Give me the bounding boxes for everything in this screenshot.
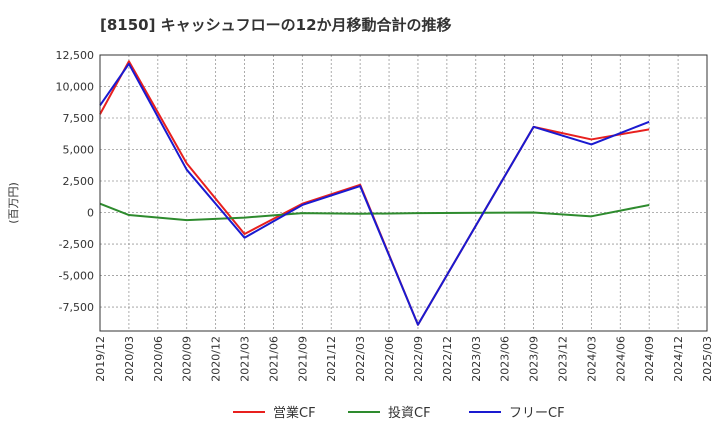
x-tick-label: 2022/09 <box>412 336 425 382</box>
chart-title: [8150] キャッシュフローの12か月移動合計の推移 <box>100 16 452 34</box>
x-tick-label: 2021/06 <box>267 336 280 382</box>
x-tick-label: 2025/03 <box>701 336 714 382</box>
x-tick-label: 2021/03 <box>239 336 252 382</box>
x-tick-label: 2022/03 <box>354 336 367 382</box>
x-tick-label: 2024/12 <box>672 336 685 382</box>
x-tick-label: 2023/12 <box>556 336 569 382</box>
series-line-投資CF <box>99 202 650 222</box>
y-axis-label: (百万円) <box>7 182 20 224</box>
legend: 営業CF 投資CF フリーCF <box>233 405 565 421</box>
y-tick-label: -7,500 <box>59 301 94 314</box>
x-tick-label: 2021/09 <box>296 336 309 382</box>
y-tick-label: 0 <box>87 207 94 220</box>
y-tick-label: 10,000 <box>56 81 95 94</box>
y-tick-label: 7,500 <box>63 112 95 125</box>
series-lines <box>99 60 650 326</box>
series-line-フリーCF <box>99 62 650 326</box>
x-tick-label: 2020/06 <box>152 336 165 382</box>
x-tick-labels: 2019/12 2020/03 2020/06 2020/09 2020/12 2021/… <box>94 336 714 382</box>
y-tick-label: -2,500 <box>59 238 94 251</box>
legend-label: 投資CF <box>388 405 431 421</box>
series-line-営業CF <box>99 60 650 326</box>
plot-frame <box>99 54 708 332</box>
legend-label: フリーCF <box>509 406 565 421</box>
y-tick-label: -5,000 <box>59 270 94 283</box>
grid-lines <box>99 54 708 331</box>
y-tick-labels: 12,500 10,000 7,500 5,000 2,500 0 -2,500 -5,000… <box>56 49 95 314</box>
x-tick-label: 2020/03 <box>123 336 136 382</box>
y-tick-label: 5,000 <box>63 144 95 157</box>
y-tick-label: 12,500 <box>56 49 95 62</box>
x-tick-label: 2020/12 <box>210 336 223 382</box>
x-tick-label: 2023/03 <box>470 336 483 382</box>
x-tick-label: 2019/12 <box>94 336 107 382</box>
y-tick-label: 2,500 <box>63 175 95 188</box>
x-tick-label: 2022/12 <box>441 336 454 382</box>
x-tick-label: 2024/03 <box>585 336 598 382</box>
x-tick-label: 2024/06 <box>614 336 627 382</box>
x-tick-label: 2024/09 <box>643 336 656 382</box>
legend-label: 営業CF <box>273 405 316 421</box>
x-tick-label: 2023/09 <box>528 336 541 382</box>
x-tick-label: 2022/06 <box>383 336 396 382</box>
x-tick-label: 2021/12 <box>325 336 338 382</box>
x-tick-label: 2020/09 <box>181 336 194 382</box>
x-tick-label: 2023/06 <box>499 336 512 382</box>
